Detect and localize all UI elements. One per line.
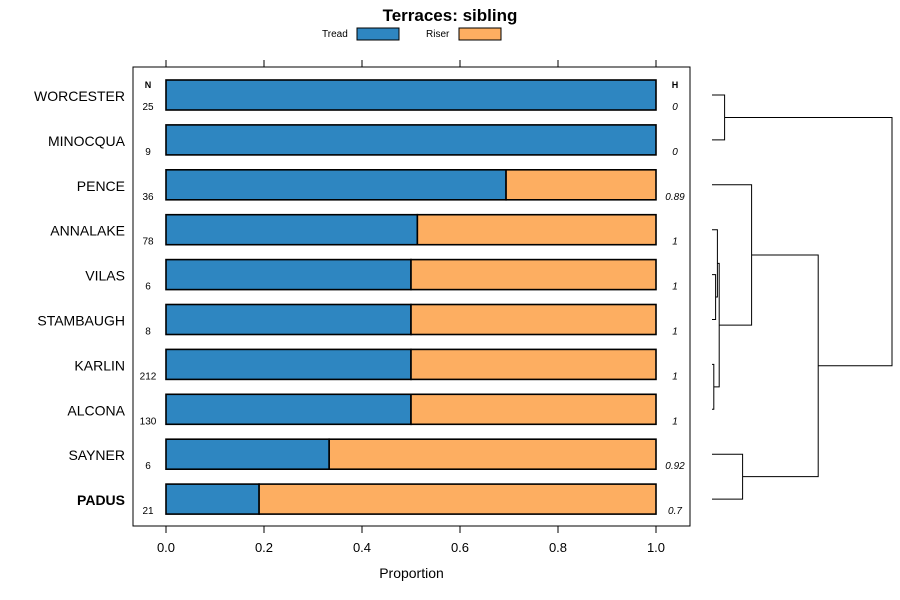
n-value: 25 — [142, 102, 154, 113]
h-value: 1 — [672, 327, 678, 338]
dendrogram-link — [712, 274, 717, 320]
legend-label: Riser — [426, 29, 450, 40]
category-label: KARLIN — [74, 357, 125, 373]
bar-riser-alcona — [410, 393, 657, 426]
bar-tread-minocqua — [165, 124, 657, 156]
bar-riser-vilas — [410, 258, 657, 291]
x-tick-label: 0.8 — [549, 540, 567, 555]
bar-tread-sayner — [165, 438, 330, 471]
category-label: WORCESTER — [34, 88, 125, 104]
legend: Tread Riser — [322, 27, 502, 41]
chart-title: Terraces: sibling — [383, 6, 518, 25]
bar-riser-sayner — [328, 438, 657, 471]
category-label: ANNALAKE — [50, 223, 125, 239]
h-value: 1 — [672, 416, 678, 427]
bars-group — [165, 79, 657, 515]
n-value: 130 — [140, 416, 157, 427]
dendrogram-link — [712, 184, 753, 326]
h-value: 1 — [672, 371, 678, 382]
dendrogram-link — [712, 94, 726, 141]
n-value: 6 — [145, 282, 151, 293]
bar-riser-annalake — [416, 213, 657, 246]
dendrogram-link — [724, 116, 893, 367]
category-label: ALCONA — [67, 402, 125, 418]
x-tick-label: 0.6 — [451, 540, 469, 555]
h-value: 0.89 — [665, 192, 685, 203]
category-label: MINOCQUA — [48, 133, 126, 149]
bar-tread-worcester — [165, 79, 657, 111]
dendrogram-link — [712, 229, 718, 298]
dendrogram-link — [742, 254, 819, 478]
bar-riser-padus — [258, 483, 657, 515]
dendrogram-link — [713, 262, 720, 388]
category-label: SAYNER — [68, 447, 125, 463]
dendrogram-link — [712, 363, 715, 410]
category-label: VILAS — [85, 268, 125, 284]
bar-riser-karlin — [410, 348, 657, 381]
x-axis: 0.0 0.2 0.4 0.6 0.8 1.0 — [157, 60, 665, 555]
n-value: 36 — [142, 192, 154, 203]
dendrogram-link — [712, 453, 744, 500]
h-value: 1 — [672, 237, 678, 248]
x-tick-label: 0.4 — [353, 540, 371, 555]
bar-tread-karlin — [165, 348, 412, 381]
category-label: PENCE — [77, 178, 125, 194]
n-column-header: N — [145, 80, 152, 90]
n-value: 78 — [142, 237, 154, 248]
plot-frame — [132, 66, 691, 527]
bar-tread-annalake — [165, 213, 419, 246]
h-column-header: H — [672, 80, 679, 90]
x-tick-label: 0.0 — [157, 540, 175, 555]
x-tick-label: 1.0 — [647, 540, 665, 555]
legend-swatch — [356, 27, 400, 41]
bar-riser-pence — [505, 169, 657, 201]
n-value: 8 — [145, 327, 151, 338]
bar-tread-stambaugh — [165, 303, 412, 336]
bar-tread-vilas — [165, 258, 412, 291]
n-value: 212 — [140, 371, 157, 382]
bar-riser-stambaugh — [410, 303, 657, 336]
n-value: 9 — [145, 147, 151, 158]
legend-swatch — [458, 27, 502, 41]
h-value: 0.7 — [668, 506, 682, 517]
bar-tread-pence — [165, 169, 507, 201]
h-value: 0 — [672, 147, 678, 158]
n-value: 21 — [142, 506, 154, 517]
h-value: 0.92 — [665, 461, 685, 472]
category-labels: N H WORCESTER 25 0 MINOCQUA 9 0 PENCE 36 0.89 ANNAL… — [34, 80, 685, 517]
category-label: STAMBAUGH — [37, 313, 125, 329]
bar-tread-alcona — [165, 393, 412, 426]
n-value: 6 — [145, 461, 151, 472]
bar-tread-padus — [165, 483, 260, 515]
x-tick-label: 0.2 — [255, 540, 273, 555]
x-axis-title: Proportion — [379, 565, 444, 581]
dendrogram — [712, 94, 893, 500]
legend-label: Tread — [322, 29, 348, 40]
h-value: 0 — [672, 102, 678, 113]
h-value: 1 — [672, 282, 678, 293]
category-label: PADUS — [77, 492, 125, 508]
